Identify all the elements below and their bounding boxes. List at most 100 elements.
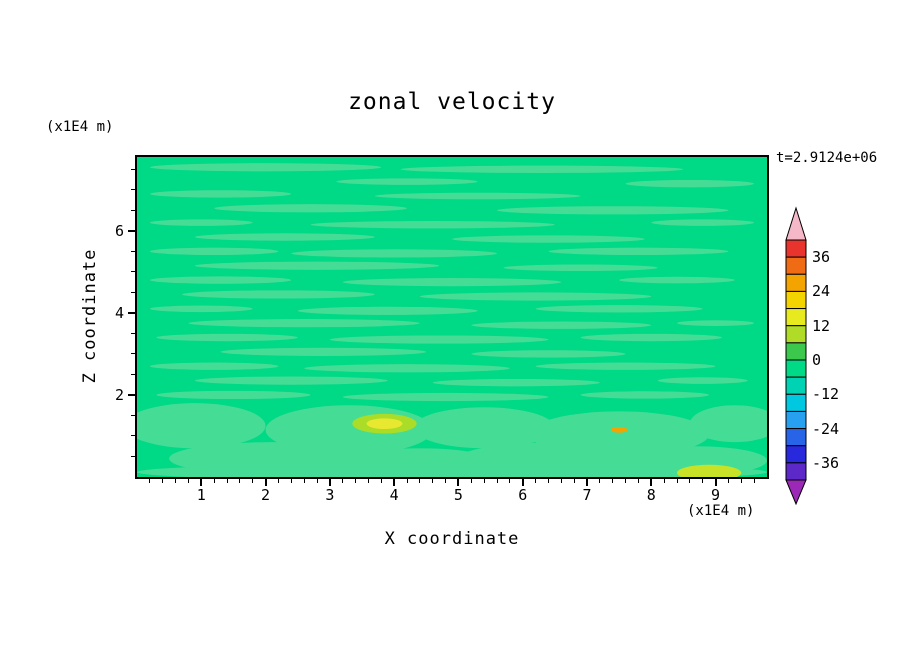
- y-minor-tick: [131, 435, 135, 437]
- x-minor-tick: [252, 479, 254, 483]
- y-minor-tick: [131, 209, 135, 211]
- x-minor-tick: [599, 479, 601, 483]
- colorbar-tick-label: -36: [812, 453, 840, 472]
- x-major-tick: [457, 479, 460, 486]
- x-minor-tick: [727, 479, 729, 483]
- x-minor-tick: [535, 479, 537, 483]
- streak-contour: [580, 333, 722, 342]
- streak-contour: [619, 276, 735, 284]
- streak-contour: [432, 378, 600, 387]
- colorbar-tick-label: 12: [812, 316, 831, 335]
- streak-contour: [137, 463, 767, 477]
- positive-anomaly-core: [366, 418, 403, 429]
- streak-contour: [336, 178, 478, 185]
- x-minor-tick: [702, 479, 704, 483]
- streak-contour: [580, 391, 710, 399]
- x-minor-tick: [676, 479, 678, 483]
- x-minor-tick: [355, 479, 357, 483]
- x-minor-tick: [175, 479, 177, 483]
- streak-contour: [676, 320, 755, 327]
- streak-contour: [149, 219, 253, 226]
- streak-contour: [291, 249, 498, 258]
- streak-contour: [471, 350, 626, 358]
- x-minor-tick: [213, 479, 215, 483]
- x-minor-tick: [470, 479, 472, 483]
- streak-contour: [535, 362, 716, 370]
- x-minor-tick: [226, 479, 228, 483]
- x-tick-label: 4: [389, 486, 399, 504]
- x-minor-tick: [445, 479, 447, 483]
- y-minor-tick: [131, 332, 135, 334]
- y-minor-tick: [131, 271, 135, 273]
- x-minor-tick: [187, 479, 189, 483]
- y-minor-tick: [131, 291, 135, 293]
- y-major-tick: [128, 311, 135, 314]
- colorbar-segment: [785, 359, 807, 378]
- y-minor-tick: [131, 353, 135, 355]
- x-minor-tick: [316, 479, 318, 483]
- streak-contour: [156, 333, 298, 342]
- orange-spot: [610, 426, 628, 433]
- streak-contour: [452, 235, 645, 243]
- x-minor-tick: [162, 479, 164, 483]
- x-minor-tick: [663, 479, 665, 483]
- colorbar-segment: [785, 342, 807, 361]
- streak-contour: [689, 405, 767, 443]
- colorbar-segment: [785, 462, 807, 481]
- colorbar-tick-label: -24: [812, 419, 840, 438]
- y-axis-unit-label: (x1E4 m): [46, 119, 114, 135]
- streak-contour: [188, 319, 420, 328]
- colorbar-segment: [785, 376, 807, 395]
- x-minor-tick: [406, 479, 408, 483]
- x-minor-tick: [290, 479, 292, 483]
- x-tick-label: 7: [582, 486, 592, 504]
- colorbar-segment: [785, 410, 807, 430]
- streak-contour: [625, 179, 755, 188]
- plot-frame: [135, 155, 769, 479]
- streak-contour: [535, 305, 703, 313]
- y-axis-title: Z coordinate: [80, 248, 100, 384]
- x-minor-tick: [612, 479, 614, 483]
- streak-contour: [156, 390, 311, 400]
- colorbar-segment: [785, 239, 807, 258]
- x-tick-label: 1: [196, 486, 206, 504]
- colorbar-tick-label: 0: [812, 351, 822, 369]
- x-axis-title: X coordinate: [384, 529, 520, 549]
- streak-contour: [657, 377, 748, 384]
- streak-contour: [342, 392, 549, 402]
- x-minor-tick: [689, 479, 691, 483]
- streak-contour: [297, 306, 478, 315]
- x-tick-label: 9: [711, 486, 721, 504]
- colorbar-top-arrow: [785, 206, 807, 241]
- x-major-tick: [650, 479, 653, 486]
- x-minor-tick: [239, 479, 241, 483]
- colorbar-segment: [785, 428, 807, 447]
- x-minor-tick: [509, 479, 511, 483]
- streak-contour: [471, 321, 652, 329]
- x-tick-label: 8: [646, 486, 656, 504]
- bottom-right-anomaly: [677, 464, 742, 477]
- x-minor-tick: [380, 479, 382, 483]
- colorbar-segment: [785, 256, 807, 275]
- colorbar-segment: [785, 290, 807, 310]
- x-axis-unit-label: (x1E4 m): [687, 503, 755, 519]
- x-major-tick: [586, 479, 588, 486]
- streak-contour: [503, 264, 658, 272]
- x-minor-tick: [277, 479, 279, 483]
- streak-contour: [651, 219, 755, 226]
- x-minor-tick: [753, 479, 755, 483]
- y-major-tick: [128, 229, 135, 232]
- colorbar-bottom-arrow: [785, 479, 807, 506]
- x-tick-label: 5: [453, 486, 463, 504]
- streak-contour: [548, 247, 729, 256]
- streak-contour: [214, 204, 407, 213]
- x-major-tick: [521, 479, 524, 486]
- streak-contour: [304, 364, 510, 373]
- y-minor-tick: [131, 455, 135, 457]
- streak-contour: [149, 247, 279, 256]
- colorbar-tick-label: 24: [812, 282, 831, 301]
- y-tick-label: 4: [114, 303, 124, 322]
- x-minor-tick: [637, 479, 639, 483]
- colorbar-tick-label: 36: [812, 248, 831, 267]
